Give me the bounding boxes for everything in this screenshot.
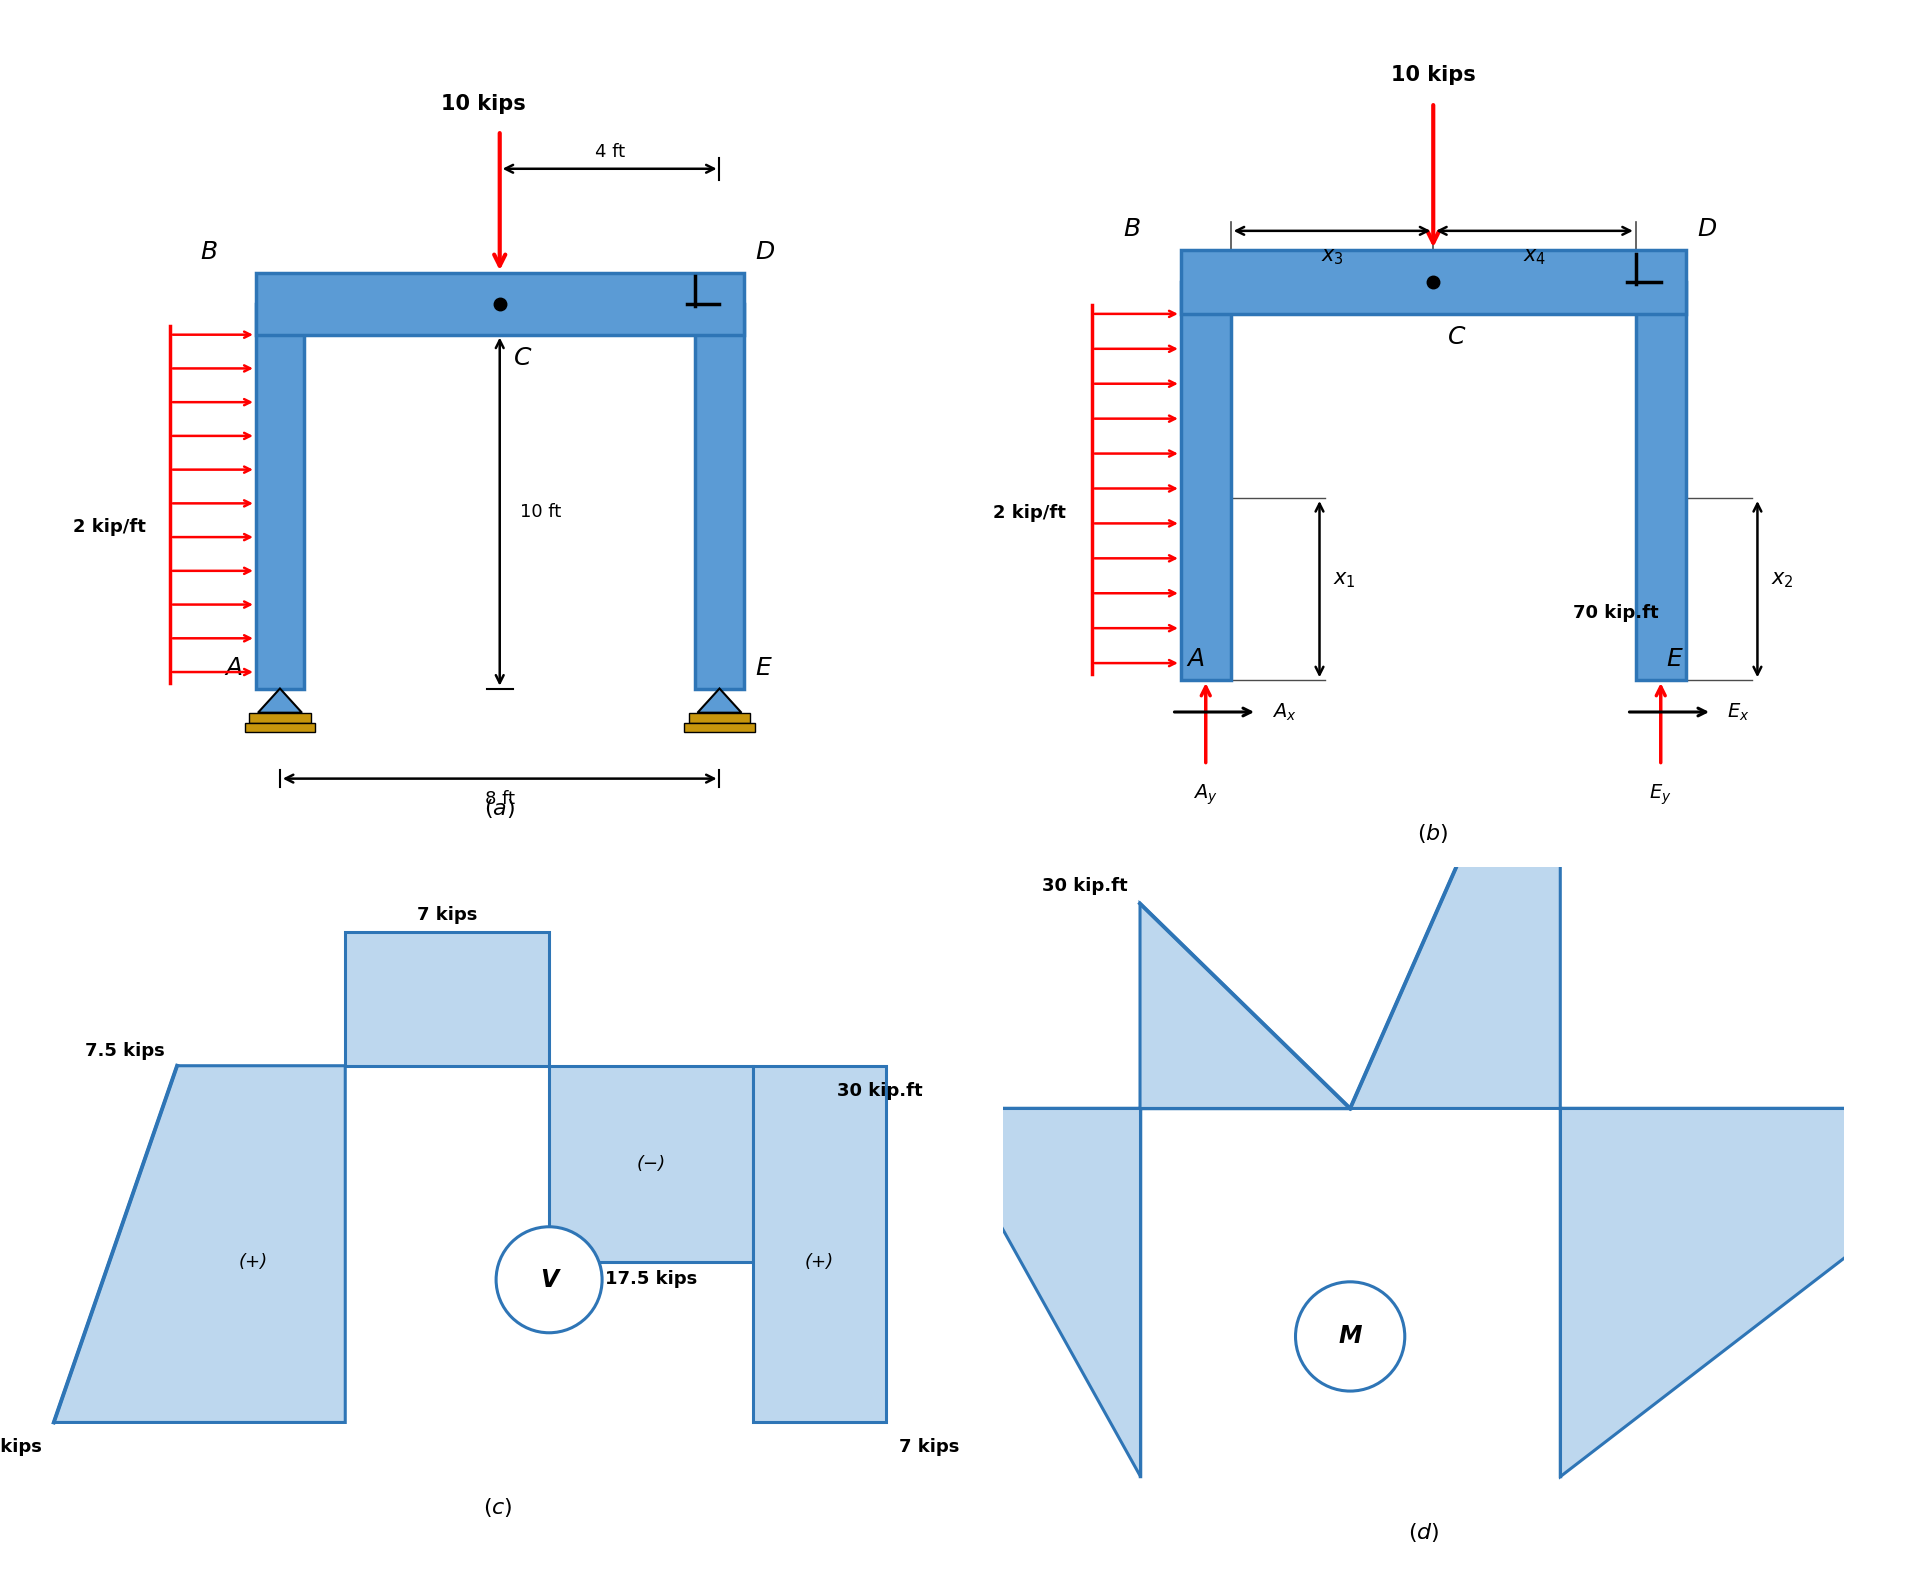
Text: 7 kips: 7 kips [898,1437,959,1456]
Polygon shape [684,722,755,733]
Polygon shape [548,1065,753,1262]
Polygon shape [346,933,548,1065]
Polygon shape [54,1065,346,1423]
Text: (−): (−) [636,1155,665,1173]
Polygon shape [1636,282,1686,681]
Text: 8 ft: 8 ft [485,790,514,807]
Polygon shape [696,304,743,689]
Polygon shape [698,689,741,712]
Text: 70 kip.ft: 70 kip.ft [1573,604,1659,623]
Polygon shape [1181,282,1231,681]
Polygon shape [1181,251,1686,314]
Text: 4 ft: 4 ft [594,143,625,161]
Text: $E$: $E$ [755,656,772,679]
Polygon shape [256,304,304,689]
Polygon shape [688,712,751,722]
Polygon shape [258,689,302,712]
Polygon shape [1141,903,1351,1108]
Text: $x_1$: $x_1$ [1334,571,1357,589]
Text: 2 kip/ft: 2 kip/ft [73,519,145,536]
Polygon shape [1351,630,1559,1108]
Text: 30 kip.ft: 30 kip.ft [837,1083,923,1100]
Text: 2 kip/ft: 2 kip/ft [994,504,1066,522]
Circle shape [1296,1281,1405,1392]
Text: $E_x$: $E_x$ [1728,701,1749,723]
Text: $(b)$: $(b)$ [1418,823,1449,845]
Text: $A$: $A$ [1187,648,1206,671]
Text: $B$: $B$ [1124,217,1141,241]
Text: 10 kips: 10 kips [1391,65,1475,85]
Text: 17.5 kips: 17.5 kips [606,1270,698,1288]
Text: 10 ft: 10 ft [520,503,560,520]
Text: $E_y$: $E_y$ [1649,783,1672,807]
Text: (+): (+) [805,1253,835,1270]
Polygon shape [934,1108,1141,1477]
Text: $A_x$: $A_x$ [1271,701,1296,723]
Polygon shape [256,273,743,334]
Text: $x_2$: $x_2$ [1771,571,1794,589]
Polygon shape [1559,1108,1911,1477]
Text: 10 kips: 10 kips [441,95,526,113]
Text: $C$: $C$ [512,345,533,370]
Text: (+): (+) [239,1253,268,1270]
Text: $D$: $D$ [1697,217,1718,241]
Text: $(c)$: $(c)$ [483,1496,512,1519]
Text: 30 kip.ft: 30 kip.ft [1041,878,1127,895]
Text: M: M [1338,1324,1363,1349]
Text: $D$: $D$ [755,241,774,265]
Text: $E$: $E$ [1666,648,1684,671]
Text: V: V [541,1267,558,1292]
Text: 7.5 kips: 7.5 kips [86,1042,164,1059]
Polygon shape [248,712,311,722]
Text: $B$: $B$ [201,241,218,265]
Text: $A_y$: $A_y$ [1194,783,1217,807]
Text: $(d)$: $(d)$ [1408,1521,1439,1544]
Circle shape [497,1226,602,1333]
Text: 7 kips: 7 kips [417,906,478,924]
Polygon shape [753,1065,887,1423]
Polygon shape [245,722,315,733]
Text: $x_3$: $x_3$ [1321,247,1343,266]
Text: $C$: $C$ [1447,325,1466,350]
Text: $x_4$: $x_4$ [1523,247,1546,266]
Text: $A$: $A$ [224,656,243,679]
Text: 13 kips: 13 kips [0,1437,42,1456]
Text: $(a)$: $(a)$ [483,797,516,821]
